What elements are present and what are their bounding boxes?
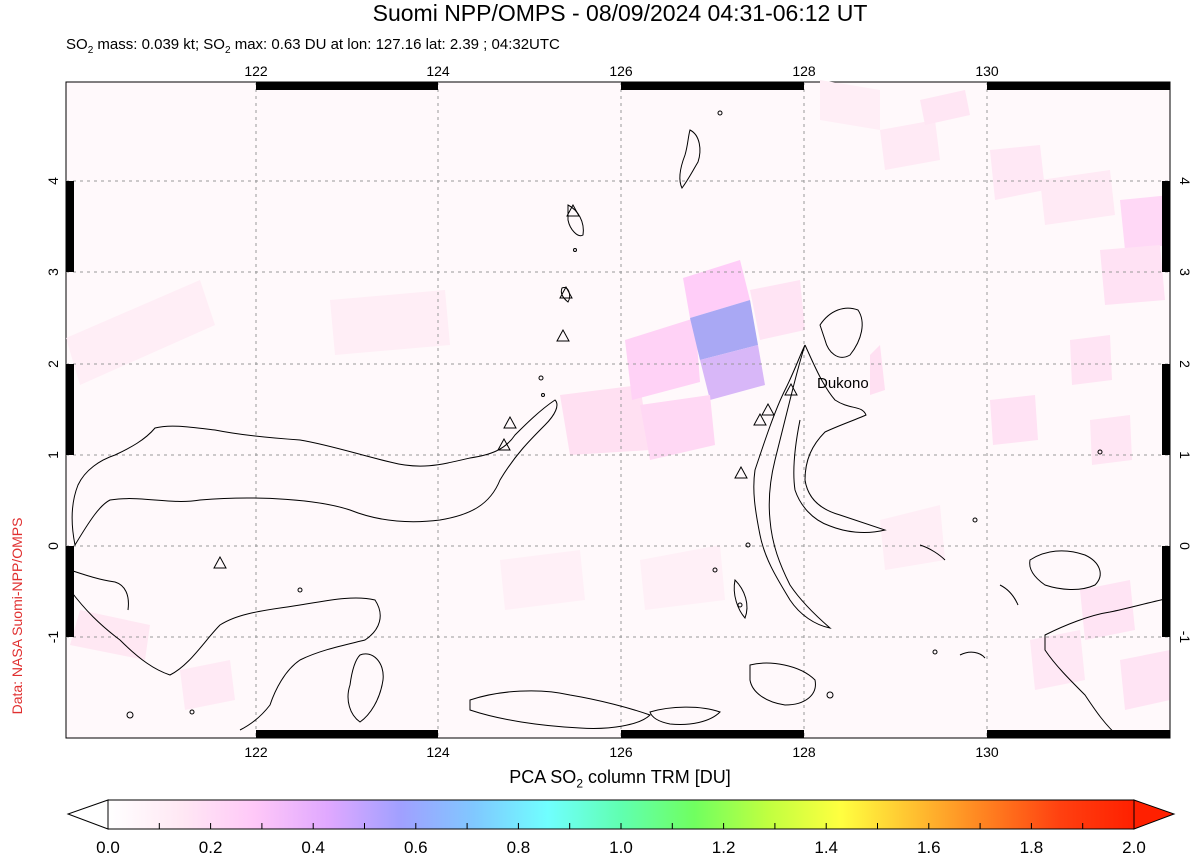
colorbar-label: 1.0 xyxy=(609,838,633,857)
lat-tick-label-right: 4 xyxy=(1177,177,1193,185)
islets xyxy=(126,110,1103,719)
colorbar-label: 2.0 xyxy=(1122,838,1146,857)
volcano-triangle-icon xyxy=(497,437,511,451)
so2-max-pixel xyxy=(690,300,758,360)
volcano-triangle-icon xyxy=(556,328,570,342)
volcano-triangle-icon xyxy=(734,465,748,479)
volcano-triangle-icon xyxy=(761,402,775,416)
lon-tick-label-top: 130 xyxy=(975,63,999,79)
so2-summary: SO2 mass: 0.039 kt; SO2 max: 0.63 DU at … xyxy=(66,36,560,56)
halmahera-coastline xyxy=(753,344,832,629)
lon-tick-label-bottom: 128 xyxy=(792,744,816,760)
colorbar xyxy=(66,799,1176,830)
lat-tick-label-right: 2 xyxy=(1177,360,1193,368)
graticule xyxy=(66,82,1170,738)
map-title: Suomi NPP/OMPS - 08/09/2024 04:31-06:12 … xyxy=(372,0,868,26)
lon-tick-label-bottom: 124 xyxy=(426,744,450,760)
lon-tick-label-top: 124 xyxy=(426,63,450,79)
volcano-triangle-icon xyxy=(784,382,798,396)
lon-tick-label-bottom: 130 xyxy=(975,744,999,760)
colorbar-label: 1.4 xyxy=(814,838,839,857)
latitude-labels-right: 4 3 2 1 0 -1 xyxy=(1177,177,1193,643)
map-plot: Dukono xyxy=(65,80,1171,739)
lat-tick-label-left: 1 xyxy=(45,451,61,459)
lon-tick-label-top: 128 xyxy=(792,63,816,79)
colorbar-label: 1.6 xyxy=(916,838,941,857)
longitude-labels-top: 122 124 126 128 130 xyxy=(244,63,999,79)
frame-bars xyxy=(66,82,1170,738)
volcano-triangle-icon xyxy=(503,415,517,429)
volcano-triangle-icon xyxy=(213,555,227,569)
volcano-triangle-icon xyxy=(566,203,580,217)
longitude-labels-bottom: 122 124 126 128 130 xyxy=(244,744,999,760)
lon-tick-label-top: 122 xyxy=(244,63,268,79)
lat-tick-label-right: 0 xyxy=(1177,542,1193,550)
volcano-markers xyxy=(213,203,798,569)
volcano-label-dukono: Dukono xyxy=(817,375,869,392)
volcano-triangle-icon xyxy=(753,412,767,426)
colorbar-label: 0.2 xyxy=(198,838,223,857)
colorbar-label: 0.6 xyxy=(403,838,428,857)
lat-tick-label-right: 3 xyxy=(1177,268,1193,276)
colorbar-title: PCA SO2 column TRM [DU] xyxy=(509,767,731,791)
lon-tick-label-bottom: 122 xyxy=(244,744,268,760)
lat-tick-label-left: 2 xyxy=(45,360,61,368)
lon-tick-label-bottom: 126 xyxy=(609,744,633,760)
lat-tick-label-left: 4 xyxy=(45,177,61,185)
colorbar-label: 0.0 xyxy=(96,838,120,857)
lat-tick-label-left: -1 xyxy=(45,631,61,644)
colorbar-label: 1.2 xyxy=(711,838,736,857)
lat-tick-label-left: 0 xyxy=(45,542,61,550)
colorbar-label: 1.8 xyxy=(1019,838,1044,857)
colorbar-label: 0.4 xyxy=(301,838,326,857)
lat-tick-label-right: 1 xyxy=(1177,451,1193,459)
latitude-labels-left: 4 3 2 1 0 -1 xyxy=(45,177,61,643)
colorbar-ticks xyxy=(107,823,1135,829)
volcano-triangle-icon xyxy=(559,285,573,299)
so2-pixels xyxy=(66,80,1170,710)
colorbar-under-arrow xyxy=(66,799,109,830)
lat-tick-label-left: 3 xyxy=(45,268,61,276)
lat-tick-label-right: -1 xyxy=(1177,631,1193,644)
lon-tick-label-top: 126 xyxy=(609,63,633,79)
colorbar-over-arrow xyxy=(1133,799,1176,830)
colorbar-label: 0.8 xyxy=(506,838,531,857)
sulawesi-coastline xyxy=(71,399,558,547)
